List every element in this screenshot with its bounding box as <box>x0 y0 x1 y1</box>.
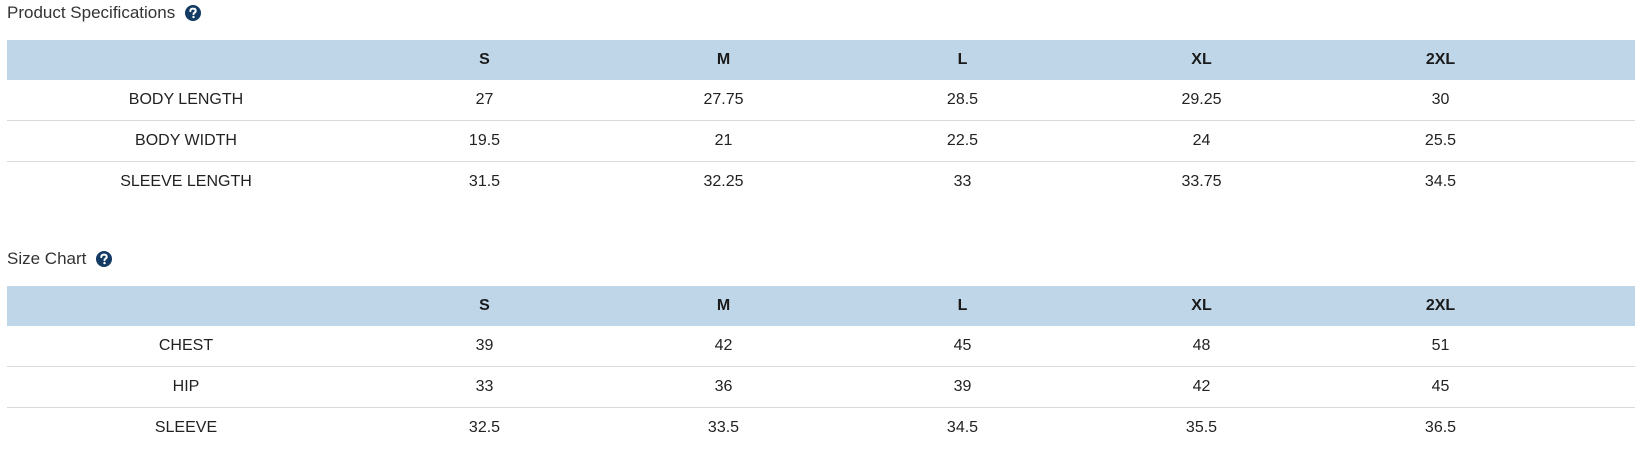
spacer-cell <box>1560 80 1635 121</box>
row-label: SLEEVE <box>7 407 365 448</box>
help-icon[interactable] <box>96 251 113 267</box>
table-body: CHEST 39 42 45 48 51 HIP 33 36 39 42 45 SLEEVE 32.5 33… <box>7 326 1635 448</box>
column-header: L <box>957 297 968 314</box>
section: Product Specifications S M L XL 2XL BODY LENGT… <box>7 0 1635 202</box>
value-cell: 36 <box>604 366 843 408</box>
value-cell: 28.5 <box>946 91 979 108</box>
header-cell <box>1560 286 1635 326</box>
section-title: Size Chart <box>7 249 87 268</box>
value-cell: 31.5 <box>365 161 604 202</box>
value-cell: 33.5 <box>604 407 843 448</box>
section-header: Product Specifications <box>7 0 1635 26</box>
column-header: M <box>716 51 731 68</box>
spec-table: S M L XL 2XL BODY LENGTH 27 27.75 28.5 29.25 30 BOD… <box>7 40 1635 202</box>
spacer-cell <box>1560 366 1635 408</box>
value-cell: 27.75 <box>703 91 744 108</box>
section-header: Size Chart <box>7 246 1635 272</box>
value-cell: 45 <box>1321 366 1560 408</box>
value-cell: 19.5 <box>365 120 604 162</box>
column-header: XL <box>1191 51 1212 68</box>
spec-table: S M L XL 2XL CHEST 39 42 45 48 51 HIP 33 36 39 42 45 SLEE… <box>7 286 1635 448</box>
value-cell: 33.75 <box>1082 161 1321 202</box>
spacer-cell <box>1560 407 1635 448</box>
row-label: HIP <box>7 366 365 408</box>
value-cell: 48 <box>1192 337 1211 354</box>
value-cell: 42 <box>1082 366 1321 408</box>
header-cell <box>7 40 365 80</box>
value-cell: 39 <box>843 366 1082 408</box>
value-cell: 22.5 <box>843 120 1082 162</box>
table-row: BODY LENGTH 27 27.75 28.5 29.25 30 <box>7 80 1635 121</box>
row-label: BODY WIDTH <box>7 120 365 162</box>
value-cell: 33 <box>365 366 604 408</box>
section-title: Product Specifications <box>7 3 176 22</box>
value-cell: 21 <box>604 120 843 162</box>
row-label: BODY LENGTH <box>128 91 244 108</box>
table-row: SLEEVE 32.5 33.5 34.5 35.5 36.5 <box>7 407 1635 448</box>
header-cell <box>1560 40 1635 80</box>
value-cell: 30 <box>1431 91 1450 108</box>
column-header: S <box>479 51 490 68</box>
table-row: HIP 33 36 39 42 45 <box>7 366 1635 408</box>
table-head: S M L XL 2XL <box>7 286 1635 326</box>
column-header: 2XL <box>1425 297 1456 314</box>
value-cell: 34.5 <box>843 407 1082 448</box>
table-row: BODY WIDTH 19.5 21 22.5 24 25.5 <box>7 120 1635 162</box>
column-header: 2XL <box>1425 51 1456 68</box>
spacer-cell <box>1560 161 1635 202</box>
header-row: S M L XL 2XL <box>7 286 1635 326</box>
value-cell: 25.5 <box>1321 120 1560 162</box>
spacer-cell <box>1560 326 1635 367</box>
value-cell: 29.25 <box>1181 91 1222 108</box>
column-header: S <box>479 297 490 314</box>
row-label: CHEST <box>158 337 214 354</box>
value-cell: 33 <box>843 161 1082 202</box>
row-label: SLEEVE LENGTH <box>7 161 365 202</box>
value-cell: 27 <box>475 91 494 108</box>
spacer-cell <box>1560 120 1635 162</box>
header-row: S M L XL 2XL <box>7 40 1635 80</box>
value-cell: 35.5 <box>1082 407 1321 448</box>
value-cell: 51 <box>1431 337 1450 354</box>
value-cell: 32.25 <box>604 161 843 202</box>
value-cell: 42 <box>714 337 733 354</box>
table-head: S M L XL 2XL <box>7 40 1635 80</box>
section: Size Chart S M L XL 2XL CHEST 39 42 45 48 51 HIP 33 36… <box>7 246 1635 448</box>
column-header: M <box>716 297 731 314</box>
value-cell: 24 <box>1082 120 1321 162</box>
header-cell <box>7 286 365 326</box>
column-header: XL <box>1191 297 1212 314</box>
value-cell: 39 <box>475 337 494 354</box>
help-icon[interactable] <box>185 5 202 21</box>
column-header: L <box>957 51 968 68</box>
value-cell: 45 <box>953 337 972 354</box>
value-cell: 32.5 <box>365 407 604 448</box>
value-cell: 36.5 <box>1321 407 1560 448</box>
table-row: CHEST 39 42 45 48 51 <box>7 326 1635 367</box>
table-row: SLEEVE LENGTH 31.5 32.25 33 33.75 34.5 <box>7 161 1635 202</box>
value-cell: 34.5 <box>1321 161 1560 202</box>
table-body: BODY LENGTH 27 27.75 28.5 29.25 30 BODY WIDTH 1… <box>7 80 1635 202</box>
